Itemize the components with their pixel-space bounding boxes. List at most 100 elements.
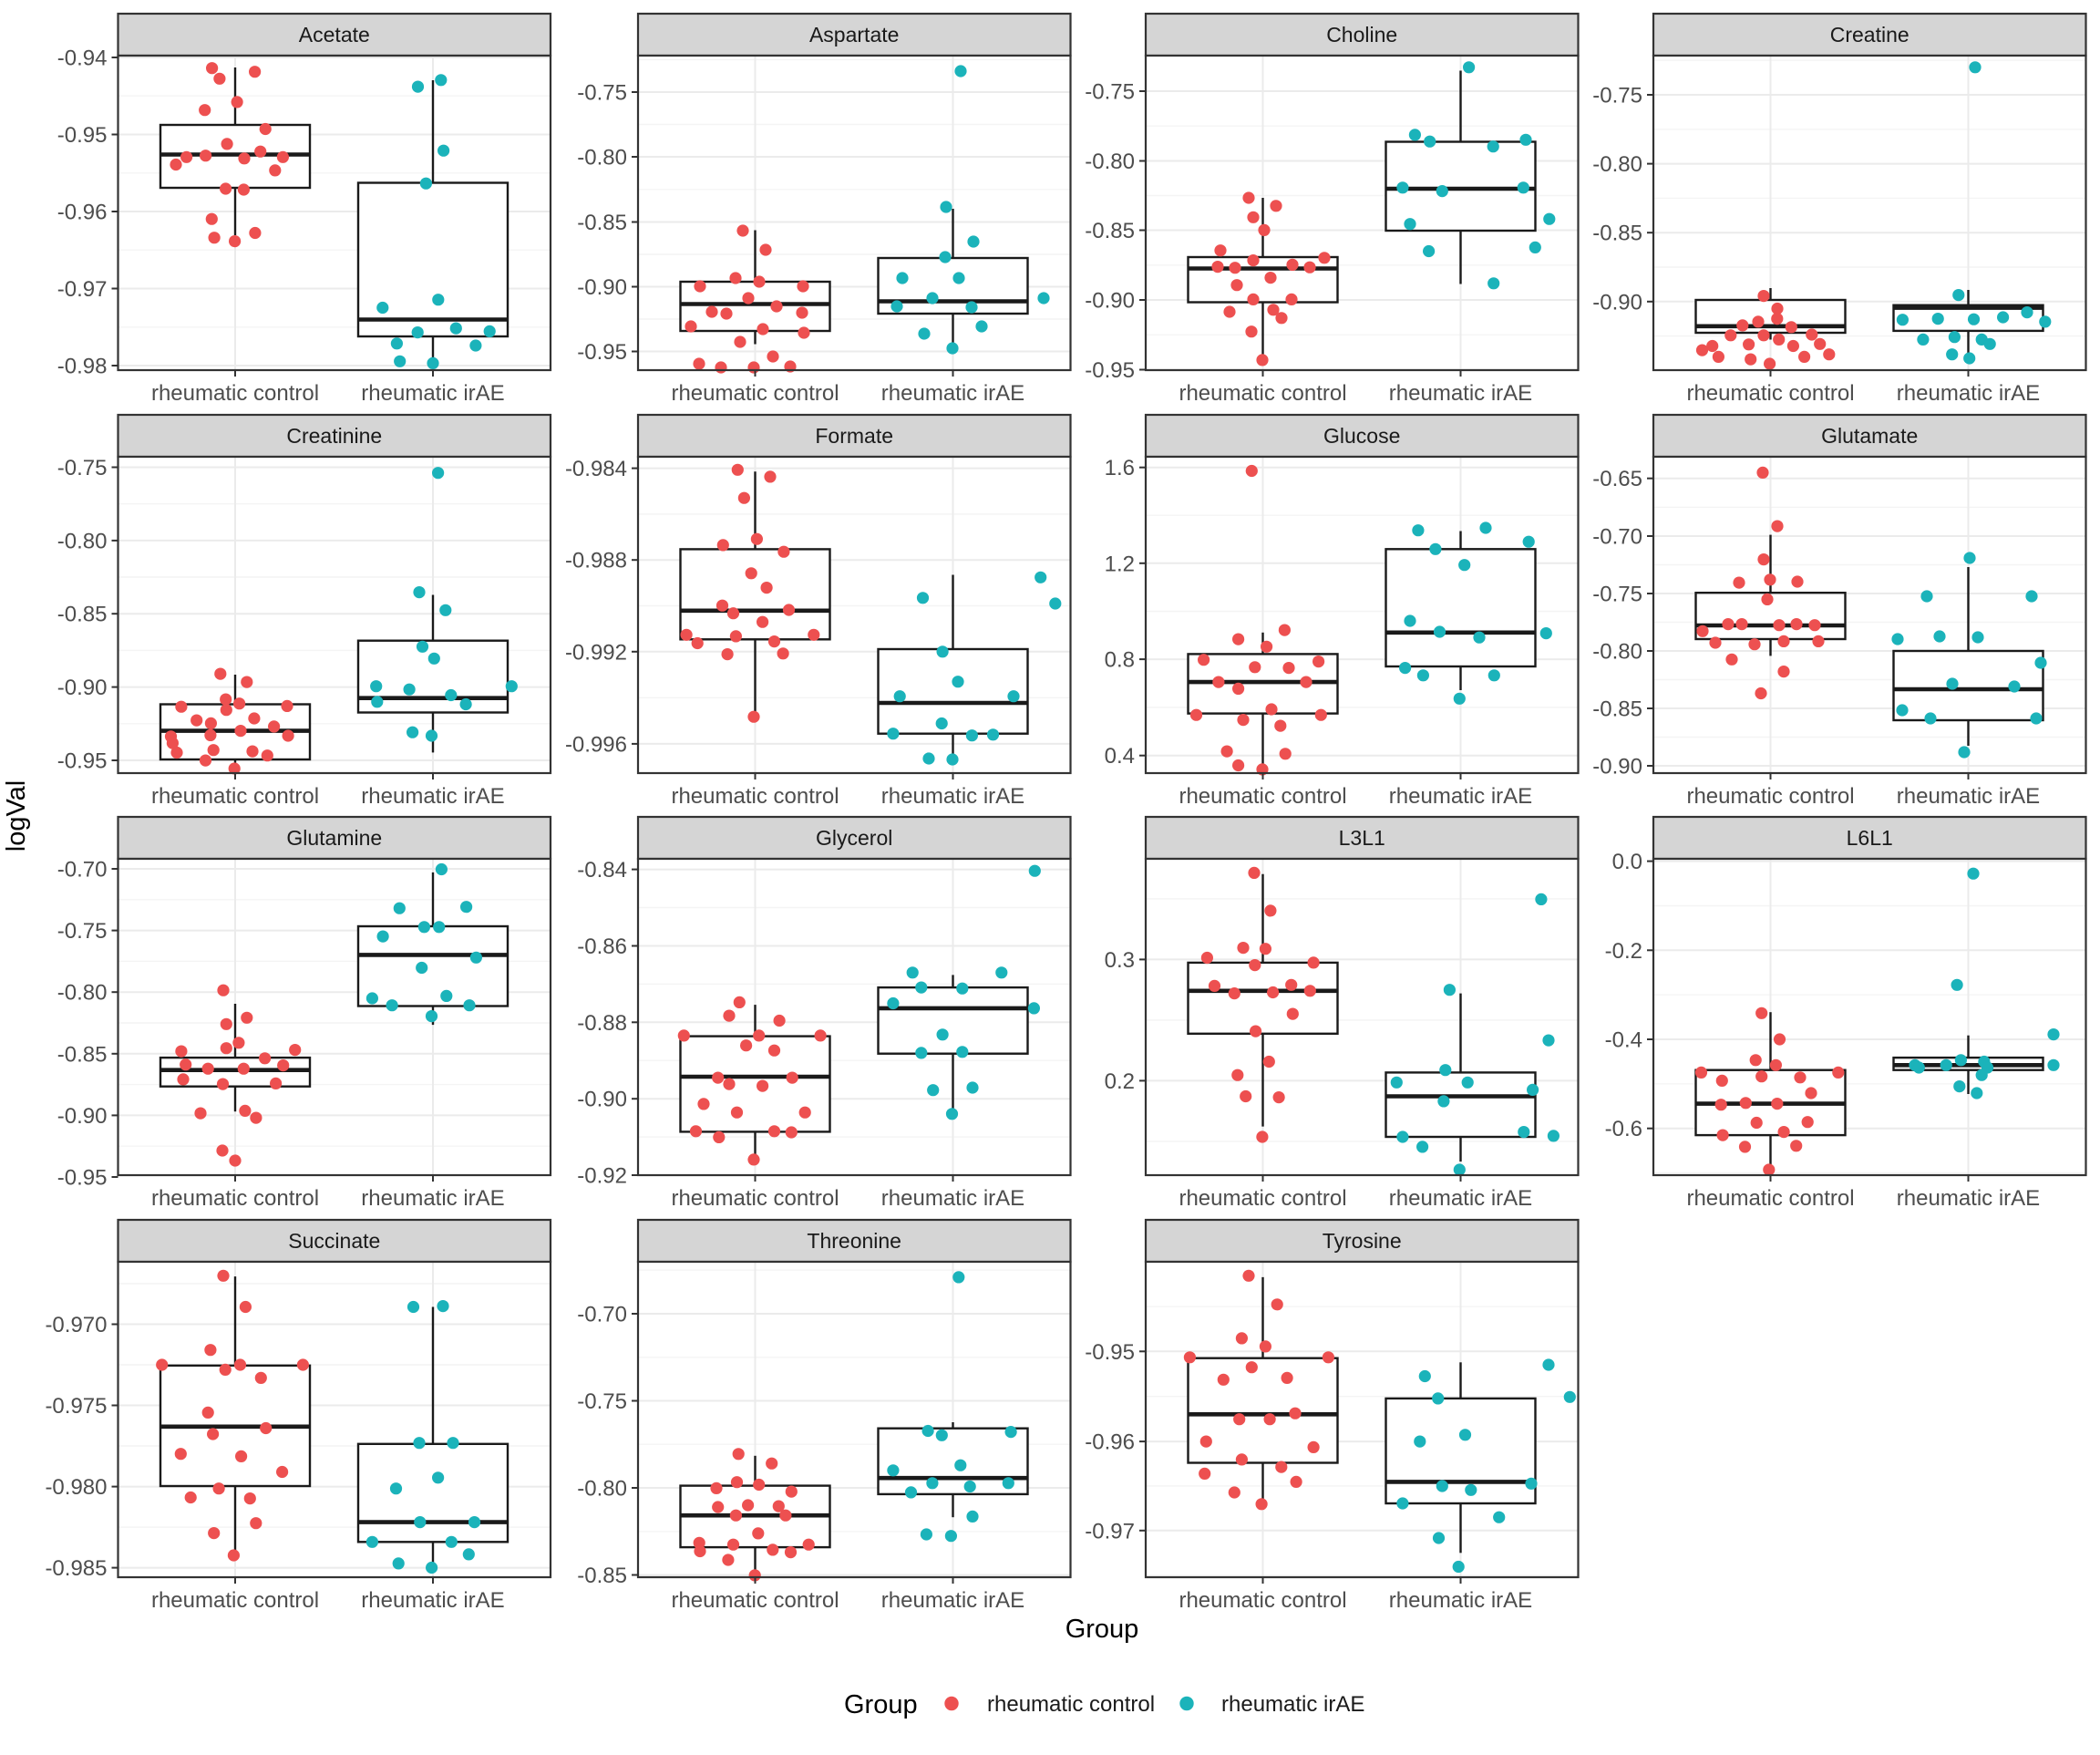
svg-text:0.3: 0.3 xyxy=(1105,948,1135,973)
svg-text:-0.85: -0.85 xyxy=(57,603,108,627)
svg-text:rheumatic control: rheumatic control xyxy=(1179,784,1346,809)
svg-text:1.2: 1.2 xyxy=(1105,552,1135,576)
svg-text:rheumatic irAE: rheumatic irAE xyxy=(361,1186,504,1211)
svg-text:-0.88: -0.88 xyxy=(577,1011,627,1036)
svg-text:rheumatic irAE: rheumatic irAE xyxy=(1389,784,1532,809)
svg-text:rheumatic control: rheumatic control xyxy=(1179,1186,1346,1211)
svg-text:-0.75: -0.75 xyxy=(57,919,108,944)
svg-text:-0.4: -0.4 xyxy=(1605,1028,1642,1053)
svg-text:-0.75: -0.75 xyxy=(57,456,108,480)
svg-text:-0.90: -0.90 xyxy=(1592,755,1642,779)
svg-text:-0.85: -0.85 xyxy=(1592,222,1642,246)
svg-text:rheumatic irAE: rheumatic irAE xyxy=(1897,784,2040,809)
svg-text:-0.94: -0.94 xyxy=(57,46,108,71)
svg-text:logVal: logVal xyxy=(2,780,31,852)
svg-text:-0.80: -0.80 xyxy=(1592,152,1642,177)
svg-text:-0.2: -0.2 xyxy=(1605,939,1642,964)
svg-text:rheumatic irAE: rheumatic irAE xyxy=(881,1588,1024,1613)
svg-text:-0.70: -0.70 xyxy=(57,858,108,883)
svg-text:Glutamate: Glutamate xyxy=(1821,424,1918,448)
svg-text:-0.6: -0.6 xyxy=(1605,1117,1642,1141)
svg-text:Aspartate: Aspartate xyxy=(809,23,899,46)
svg-text:-0.85: -0.85 xyxy=(1085,219,1135,243)
svg-text:Tyrosine: Tyrosine xyxy=(1323,1229,1402,1253)
svg-text:-0.90: -0.90 xyxy=(1085,289,1135,314)
svg-text:Group: Group xyxy=(1065,1615,1139,1644)
svg-text:rheumatic irAE: rheumatic irAE xyxy=(1389,1186,1532,1211)
svg-text:-0.75: -0.75 xyxy=(1085,80,1135,105)
svg-text:Creatine: Creatine xyxy=(1830,23,1910,46)
svg-text:-0.80: -0.80 xyxy=(1592,640,1642,665)
svg-text:rheumatic control: rheumatic control xyxy=(987,1692,1155,1717)
svg-text:-0.96: -0.96 xyxy=(1085,1430,1135,1455)
svg-text:-0.980: -0.980 xyxy=(45,1475,107,1500)
svg-text:Glutamine: Glutamine xyxy=(286,826,382,850)
svg-text:rheumatic irAE: rheumatic irAE xyxy=(361,1588,504,1613)
svg-text:-0.90: -0.90 xyxy=(57,676,108,700)
svg-text:rheumatic control: rheumatic control xyxy=(1179,381,1346,406)
svg-text:-0.98: -0.98 xyxy=(57,355,108,379)
svg-text:-0.80: -0.80 xyxy=(577,146,627,170)
svg-text:rheumatic control: rheumatic control xyxy=(1686,381,1854,406)
svg-text:-0.65: -0.65 xyxy=(1592,467,1642,491)
svg-text:-0.95: -0.95 xyxy=(57,1166,108,1191)
svg-text:-0.80: -0.80 xyxy=(57,981,108,1006)
svg-text:-0.80: -0.80 xyxy=(577,1477,627,1502)
svg-text:-0.95: -0.95 xyxy=(57,749,108,774)
svg-text:0.8: 0.8 xyxy=(1105,648,1135,673)
svg-text:rheumatic control: rheumatic control xyxy=(671,1588,839,1613)
svg-text:Creatinine: Creatinine xyxy=(286,424,382,448)
svg-text:-0.97: -0.97 xyxy=(57,277,108,302)
svg-text:-0.984: -0.984 xyxy=(565,457,627,481)
svg-text:Glucose: Glucose xyxy=(1323,424,1400,448)
svg-text:-0.90: -0.90 xyxy=(577,275,627,300)
svg-text:rheumatic irAE: rheumatic irAE xyxy=(1389,381,1532,406)
svg-text:rheumatic control: rheumatic control xyxy=(1686,784,1854,809)
svg-text:rheumatic control: rheumatic control xyxy=(1179,1588,1346,1613)
svg-text:-0.90: -0.90 xyxy=(1592,290,1642,315)
svg-text:Formate: Formate xyxy=(815,424,893,448)
svg-text:-0.95: -0.95 xyxy=(57,123,108,148)
svg-text:-0.70: -0.70 xyxy=(1592,525,1642,550)
svg-text:-0.975: -0.975 xyxy=(45,1394,107,1419)
svg-text:rheumatic irAE: rheumatic irAE xyxy=(1221,1692,1364,1717)
svg-text:-0.96: -0.96 xyxy=(57,201,108,225)
svg-text:rheumatic irAE: rheumatic irAE xyxy=(881,784,1024,809)
svg-text:-0.85: -0.85 xyxy=(1592,697,1642,722)
svg-text:L3L1: L3L1 xyxy=(1339,826,1385,850)
svg-text:rheumatic irAE: rheumatic irAE xyxy=(881,1186,1024,1211)
svg-text:Group: Group xyxy=(844,1690,918,1719)
svg-text:-0.97: -0.97 xyxy=(1085,1519,1135,1543)
svg-text:-0.84: -0.84 xyxy=(577,858,627,883)
svg-text:-0.988: -0.988 xyxy=(565,549,627,573)
svg-text:-0.75: -0.75 xyxy=(1592,583,1642,607)
svg-text:-0.985: -0.985 xyxy=(45,1556,107,1581)
svg-text:rheumatic irAE: rheumatic irAE xyxy=(1897,381,2040,406)
svg-text:rheumatic control: rheumatic control xyxy=(671,784,839,809)
svg-text:-0.95: -0.95 xyxy=(577,340,627,365)
svg-text:rheumatic control: rheumatic control xyxy=(151,381,319,406)
svg-text:-0.95: -0.95 xyxy=(1085,1340,1135,1365)
svg-text:-0.80: -0.80 xyxy=(57,529,108,553)
svg-text:1.6: 1.6 xyxy=(1105,456,1135,480)
svg-text:-0.80: -0.80 xyxy=(1085,150,1135,174)
svg-text:rheumatic control: rheumatic control xyxy=(151,1588,319,1613)
svg-text:Acetate: Acetate xyxy=(299,23,370,46)
svg-text:0.2: 0.2 xyxy=(1105,1069,1135,1094)
svg-text:rheumatic control: rheumatic control xyxy=(1686,1186,1854,1211)
svg-text:rheumatic irAE: rheumatic irAE xyxy=(1897,1186,2040,1211)
svg-text:-0.970: -0.970 xyxy=(45,1313,107,1337)
svg-text:Glycerol: Glycerol xyxy=(816,826,892,850)
svg-text:-0.85: -0.85 xyxy=(57,1042,108,1067)
svg-text:rheumatic irAE: rheumatic irAE xyxy=(361,784,504,809)
svg-text:-0.90: -0.90 xyxy=(577,1088,627,1112)
svg-text:-0.75: -0.75 xyxy=(577,1389,627,1414)
svg-text:-0.70: -0.70 xyxy=(577,1303,627,1327)
svg-text:rheumatic irAE: rheumatic irAE xyxy=(361,381,504,406)
svg-text:rheumatic control: rheumatic control xyxy=(671,1186,839,1211)
svg-text:rheumatic irAE: rheumatic irAE xyxy=(1389,1588,1532,1613)
svg-text:-0.75: -0.75 xyxy=(1592,84,1642,108)
svg-text:Succinate: Succinate xyxy=(288,1229,380,1253)
svg-text:rheumatic irAE: rheumatic irAE xyxy=(881,381,1024,406)
svg-text:-0.85: -0.85 xyxy=(577,1564,627,1588)
